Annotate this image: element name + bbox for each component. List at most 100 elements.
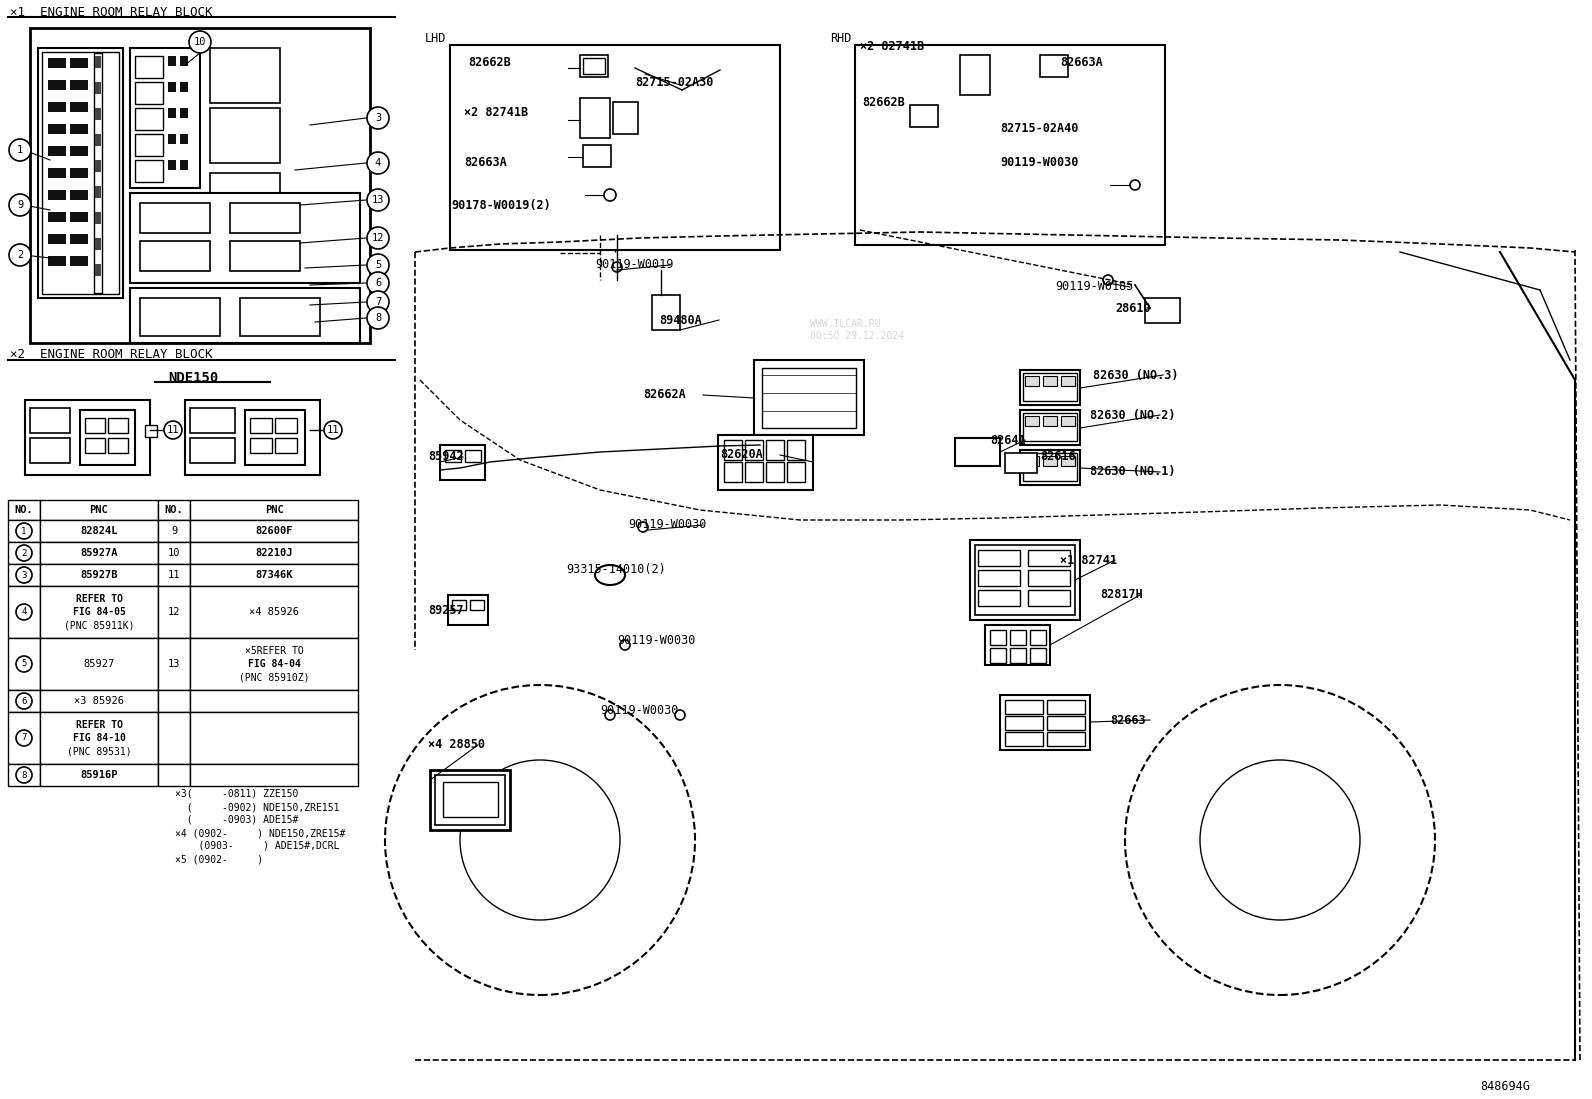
Text: ×4 28850: ×4 28850 [428,739,486,752]
Bar [1040,55,1068,77]
Bar [40,500,158,520]
Bar [435,775,505,825]
Bar [135,56,162,78]
Circle shape [16,567,32,582]
Bar [70,168,88,178]
Bar [189,520,358,542]
Bar [70,58,88,68]
Text: FIG 84-10: FIG 84-10 [73,733,126,743]
Bar [8,764,40,786]
Bar [96,160,100,173]
Bar [140,298,220,336]
Bar [40,520,158,542]
Bar [1048,717,1086,730]
Bar [189,564,358,586]
Bar [439,445,486,480]
Text: 7: 7 [21,733,27,743]
Bar [210,108,280,163]
Bar [250,418,272,433]
Bar [447,595,489,625]
Circle shape [619,640,630,650]
Circle shape [10,138,30,160]
Bar [158,690,189,712]
Text: 2: 2 [21,548,27,557]
Bar [80,410,135,465]
Text: 82630 (NO.2): 82630 (NO.2) [1091,409,1175,422]
Text: ×3(     -0811) ZZE150: ×3( -0811) ZZE150 [175,789,298,799]
Bar [48,256,65,266]
Bar [189,639,358,690]
Bar [1005,717,1043,730]
Ellipse shape [595,565,626,585]
Circle shape [16,656,32,671]
Text: 9: 9 [18,200,24,210]
Bar [8,564,40,586]
Bar [180,82,188,92]
Bar [653,295,680,330]
Bar [985,625,1051,665]
Bar [855,45,1165,245]
Bar [189,408,236,433]
Bar [240,298,320,336]
Bar [446,449,462,462]
Text: 82662B: 82662B [468,56,511,68]
Bar [8,500,40,520]
Bar [48,80,65,90]
Bar [1030,630,1046,645]
Text: PNC: PNC [89,506,108,515]
Bar [158,712,189,764]
Text: 87346K: 87346K [255,570,293,580]
Circle shape [368,254,388,276]
Text: 10: 10 [167,548,180,558]
Bar [189,500,358,520]
Bar [470,600,484,610]
Bar [1025,417,1040,426]
Bar [158,564,189,586]
Bar [70,256,88,266]
Bar [977,590,1020,606]
Bar [763,368,856,428]
Bar [70,80,88,90]
Circle shape [368,227,388,249]
Text: (     -0902) NDE150,ZRE151: ( -0902) NDE150,ZRE151 [175,802,339,812]
Bar [8,690,40,712]
Bar [96,134,100,146]
Bar [766,462,783,482]
Bar [40,564,158,586]
Bar [275,418,298,433]
Bar [1043,376,1057,386]
Bar [70,102,88,112]
Bar [108,418,127,433]
Bar [1005,700,1043,714]
Bar [1025,376,1040,386]
Bar [718,435,814,490]
Text: 7: 7 [374,297,380,307]
Circle shape [368,189,388,211]
Text: 2: 2 [18,249,24,260]
Text: (0903-     ) ADE15#,DCRL: (0903- ) ADE15#,DCRL [175,841,339,851]
Bar [96,56,100,68]
Bar [40,586,158,639]
Bar [745,440,763,460]
Text: LHD: LHD [425,32,446,44]
Bar [84,418,105,433]
Bar [189,542,358,564]
Text: 82663: 82663 [1110,713,1146,726]
Circle shape [16,545,32,560]
Bar [48,102,65,112]
Text: 82600F: 82600F [255,526,293,536]
Text: 4: 4 [374,158,380,168]
Bar [30,439,70,463]
Bar [8,520,40,542]
Bar [1009,630,1025,645]
Text: WWW.ILCAR.RU
00:50 29.12.2024: WWW.ILCAR.RU 00:50 29.12.2024 [810,319,904,341]
Text: 90119-W0030: 90119-W0030 [627,519,707,532]
Text: FIG 84-05: FIG 84-05 [73,607,126,617]
Bar [911,106,938,127]
Bar [48,234,65,244]
Bar [145,425,158,437]
Text: 82630 (NO.1): 82630 (NO.1) [1091,466,1175,478]
Bar [189,586,358,639]
Text: 5: 5 [21,659,27,668]
Circle shape [368,107,388,129]
